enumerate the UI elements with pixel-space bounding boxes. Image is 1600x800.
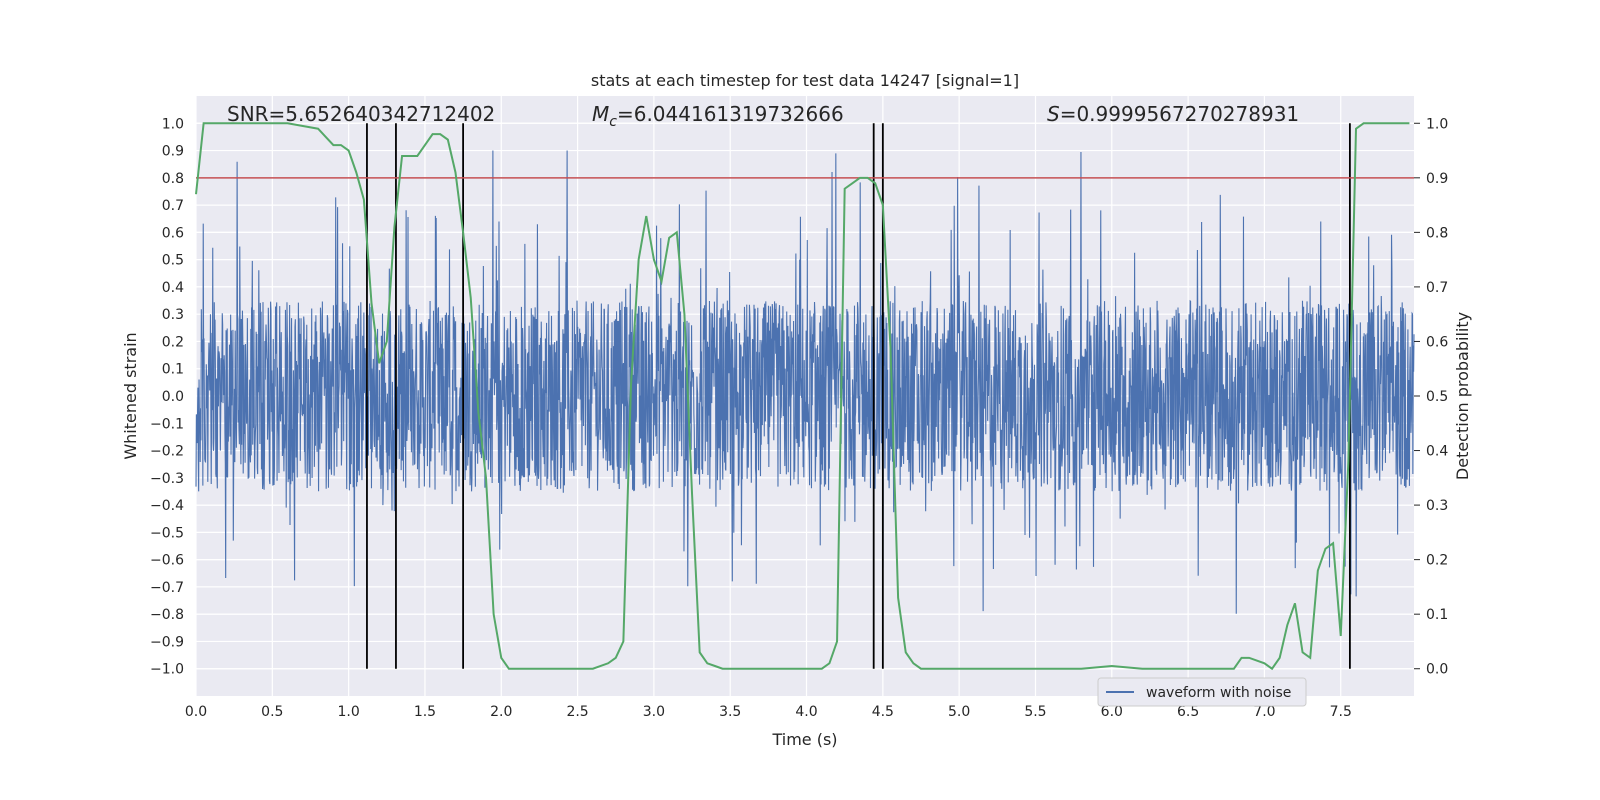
mc-value: =6.044161319732666 [617, 102, 844, 126]
x-tick-label: 7.5 [1330, 704, 1352, 720]
y-left-tick-label: 0.3 [162, 307, 184, 323]
y-left-tick-label: 1.0 [162, 116, 184, 132]
y-left-tick-label: −0.5 [150, 525, 184, 541]
strain-series [195, 150, 1415, 614]
y-right-tick-label: 0.2 [1426, 553, 1448, 569]
probability-line [195, 122, 1410, 671]
y-left-tick-label: 0.2 [162, 334, 184, 350]
y-right-tick-label: 0.7 [1426, 280, 1448, 296]
legend-box [1097, 677, 1307, 707]
y-left-tick-label: 0.6 [162, 225, 184, 241]
mc-subscript: c [609, 114, 617, 130]
y-left-tick-label: −0.1 [150, 416, 184, 432]
y-left-tick-label: 0.4 [162, 280, 184, 296]
y-right-axis-ticks: 0.0 0.1 0.2 0.3 0.4 0.5 0.6 0.7 0.8 0.9 1.0 [1414, 116, 1448, 678]
y-right-tick-label: 0.9 [1426, 171, 1448, 187]
x-tick-label: 6.0 [1101, 704, 1123, 720]
s-annotation: S=0.9999567270278931 [1047, 102, 1299, 126]
x-tick-label: 2.5 [566, 704, 588, 720]
y-left-axis-ticks: −1.0 −0.9 −0.8 −0.7 −0.6 −0.5 −0.4 −0.3 −0.2 −0.1… [150, 116, 184, 677]
y-left-tick-label: 0.7 [162, 198, 184, 214]
snr-annotation: SNR=5.652640342712402 [227, 102, 495, 126]
legend-label: waveform with noise [1146, 685, 1291, 701]
mc-symbol: M [592, 102, 609, 126]
mc-annotation: Mc=6.044161319732666 [592, 102, 844, 130]
y-right-tick-label: 0.3 [1426, 498, 1448, 514]
strain-line [195, 150, 1415, 614]
s-value: =0.9999567270278931 [1060, 102, 1299, 126]
x-tick-label: 5.5 [1024, 704, 1046, 720]
x-axis-ticks: 0.0 0.5 1.0 1.5 2.0 2.5 3.0 3.5 4.0 4.5 5.0 5.5 6.0 6… [185, 704, 1352, 720]
y-left-tick-label: −0.9 [150, 634, 184, 650]
y-right-tick-label: 1.0 [1426, 116, 1448, 132]
y-left-tick-label: −0.3 [150, 471, 184, 487]
x-tick-label: 0.0 [185, 704, 207, 720]
x-tick-label: 0.5 [261, 704, 283, 720]
y-right-tick-label: 0.1 [1426, 607, 1448, 623]
x-tick-label: 3.0 [643, 704, 665, 720]
y-right-tick-label: 0.8 [1426, 225, 1448, 241]
x-axis-label: Time (s) [771, 730, 837, 749]
y-right-tick-label: 0.4 [1426, 444, 1448, 460]
y-left-tick-label: 0.5 [162, 253, 184, 269]
x-tick-label: 3.5 [719, 704, 741, 720]
x-tick-label: 7.0 [1253, 704, 1275, 720]
y-left-tick-label: −1.0 [150, 662, 184, 678]
x-tick-label: 1.0 [337, 704, 359, 720]
y-left-tick-label: 0.1 [162, 362, 184, 378]
x-tick-label: 1.5 [414, 704, 436, 720]
x-tick-label: 2.0 [490, 704, 512, 720]
legend: waveform with noise [1097, 677, 1307, 707]
x-tick-label: 5.0 [948, 704, 970, 720]
y-left-tick-label: 0.0 [162, 389, 184, 405]
y-right-tick-label: 0.5 [1426, 389, 1448, 405]
y-right-tick-label: 0.0 [1426, 662, 1448, 678]
x-tick-label: 4.0 [795, 704, 817, 720]
y-left-tick-label: −0.4 [150, 498, 184, 514]
chart-title: stats at each timestep for test data 142… [591, 71, 1019, 90]
y-left-tick-label: −0.8 [150, 607, 184, 623]
y-left-tick-label: −0.7 [150, 580, 184, 596]
y-left-tick-label: 0.8 [162, 171, 184, 187]
x-tick-label: 4.5 [872, 704, 894, 720]
y-right-tick-label: 0.6 [1426, 334, 1448, 350]
y-left-tick-label: −0.2 [150, 444, 184, 460]
y-left-tick-label: 0.9 [162, 144, 184, 160]
x-tick-label: 6.5 [1177, 704, 1199, 720]
probability-series [195, 122, 1410, 671]
y-left-axis-label: Whitened strain [121, 332, 140, 459]
s-symbol: S [1047, 102, 1060, 126]
y-left-tick-label: −0.6 [150, 553, 184, 569]
y-right-axis-label: Detection probability [1453, 312, 1472, 480]
